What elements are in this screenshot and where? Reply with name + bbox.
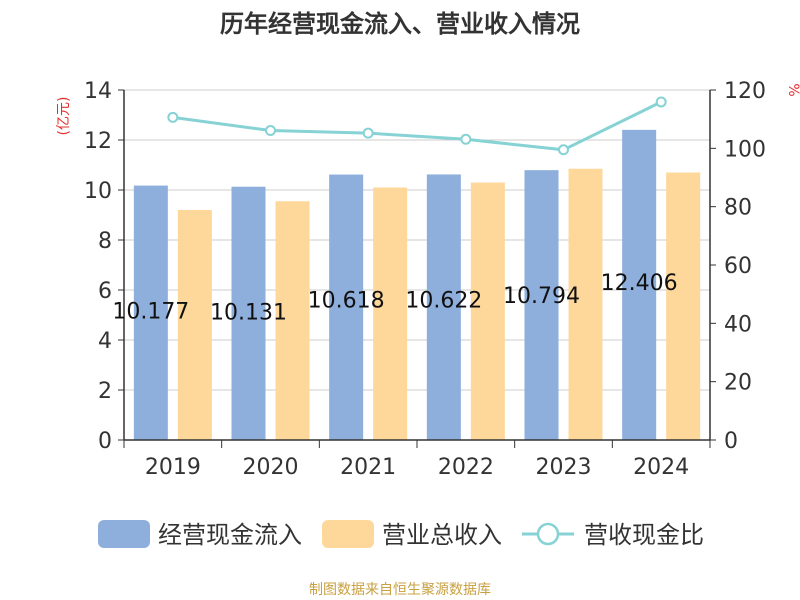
bar-data-label: 10.177 <box>112 300 189 325</box>
bar-revenue <box>373 187 408 440</box>
right-tick-label: 20 <box>724 371 752 396</box>
bar-data-label: 12.406 <box>601 271 678 296</box>
line-point-cash-ratio <box>167 111 179 123</box>
x-tick-label: 2024 <box>633 455 689 480</box>
legend-label-cash-inflow: 经营现金流入 <box>158 521 302 549</box>
bar-revenue <box>470 182 505 440</box>
line-cash-ratio <box>172 100 662 152</box>
left-tick-label: 4 <box>98 329 112 354</box>
legend-label-cash-ratio: 营收现金比 <box>584 521 704 549</box>
bar-cash-inflow <box>622 129 657 440</box>
bar-revenue <box>666 172 701 440</box>
legend: 经营现金流入 营业总收入 营收现金比 <box>98 520 704 549</box>
bar-cash-inflow <box>231 186 266 440</box>
line-point-cash-ratio <box>460 133 472 145</box>
bar-cash-inflow <box>133 185 168 440</box>
x-tick-label: 2020 <box>243 455 299 480</box>
left-tick-label: 2 <box>98 379 112 404</box>
chart-title: 历年经营现金流入、营业收入情况 <box>220 10 580 38</box>
line-point-cash-ratio <box>558 144 569 156</box>
bar-cash-inflow <box>426 174 461 440</box>
right-tick-label: 60 <box>724 254 752 279</box>
legend-marker-cash-ratio <box>536 522 560 546</box>
legend-label-revenue: 营业总收入 <box>382 521 502 549</box>
bar-data-label: 10.131 <box>210 301 287 326</box>
left-axis-unit: (亿元) <box>56 97 72 136</box>
line-point-cash-ratio <box>655 96 667 108</box>
right-axis-unit: % <box>785 83 800 96</box>
line-point-cash-ratio <box>265 125 276 137</box>
left-tick-label: 14 <box>84 79 112 104</box>
right-tick-label: 100 <box>724 137 766 162</box>
x-tick-label: 2019 <box>145 455 201 480</box>
left-tick-label: 12 <box>84 129 112 154</box>
left-tick-label: 10 <box>84 179 112 204</box>
left-tick-label: 6 <box>98 279 112 304</box>
legend-swatch-revenue <box>322 520 374 548</box>
bar-revenue <box>177 210 212 440</box>
plot-area: 0 2 4 6 8 10 12 14 0 20 40 60 80 100 120 2019 2020 2021 20… <box>84 79 766 480</box>
bar-data-label: 10.794 <box>503 284 580 309</box>
bar-cash-inflow <box>329 174 364 441</box>
line-point-cash-ratio <box>362 127 374 139</box>
legend-swatch-cash-inflow <box>98 520 150 548</box>
bar-cash-inflow <box>524 170 559 440</box>
bar-revenue <box>568 168 603 440</box>
right-tick-label: 40 <box>724 312 752 337</box>
bar-revenue <box>275 201 310 440</box>
bar-data-label: 10.618 <box>308 289 385 314</box>
left-tick-label: 8 <box>98 229 112 254</box>
bar-data-label: 10.622 <box>405 288 482 313</box>
x-tick-label: 2021 <box>340 455 396 480</box>
x-tick-label: 2022 <box>438 455 494 480</box>
source-note: 制图数据来自恒生聚源数据库 <box>309 582 491 598</box>
x-tick-label: 2023 <box>536 455 592 480</box>
right-tick-label: 0 <box>724 429 738 454</box>
right-tick-label: 80 <box>724 196 752 221</box>
left-tick-label: 0 <box>98 429 112 454</box>
right-tick-label: 120 <box>724 79 766 104</box>
